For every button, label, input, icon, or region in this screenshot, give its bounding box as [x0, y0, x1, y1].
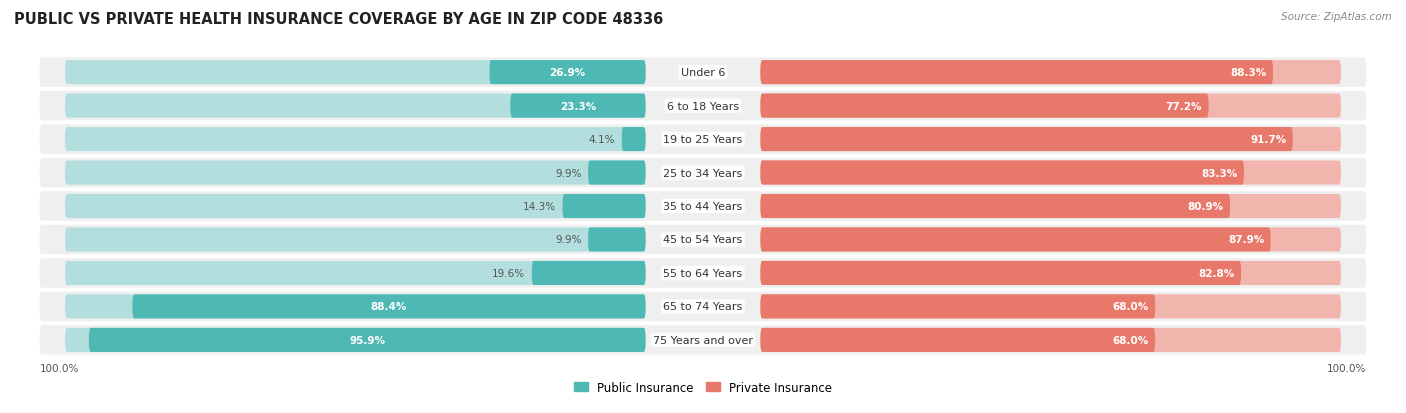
FancyBboxPatch shape — [562, 195, 645, 218]
FancyBboxPatch shape — [621, 128, 645, 152]
Text: 68.0%: 68.0% — [1112, 301, 1149, 312]
FancyBboxPatch shape — [761, 294, 1341, 319]
FancyBboxPatch shape — [761, 128, 1341, 152]
FancyBboxPatch shape — [65, 328, 645, 352]
Text: 4.1%: 4.1% — [589, 135, 616, 145]
Text: 100.0%: 100.0% — [39, 363, 79, 373]
FancyBboxPatch shape — [39, 225, 1367, 254]
FancyBboxPatch shape — [588, 161, 645, 185]
Text: 6 to 18 Years: 6 to 18 Years — [666, 101, 740, 112]
FancyBboxPatch shape — [761, 128, 1292, 152]
FancyBboxPatch shape — [761, 161, 1244, 185]
FancyBboxPatch shape — [761, 228, 1341, 252]
FancyBboxPatch shape — [39, 92, 1367, 121]
FancyBboxPatch shape — [761, 61, 1341, 85]
FancyBboxPatch shape — [761, 94, 1341, 119]
Text: 91.7%: 91.7% — [1250, 135, 1286, 145]
Text: 77.2%: 77.2% — [1166, 101, 1202, 112]
Text: Source: ZipAtlas.com: Source: ZipAtlas.com — [1281, 12, 1392, 22]
Text: 82.8%: 82.8% — [1198, 268, 1234, 278]
FancyBboxPatch shape — [761, 61, 1272, 85]
Text: 55 to 64 Years: 55 to 64 Years — [664, 268, 742, 278]
FancyBboxPatch shape — [65, 195, 645, 218]
Text: 88.4%: 88.4% — [371, 301, 408, 312]
Text: 88.3%: 88.3% — [1230, 68, 1267, 78]
FancyBboxPatch shape — [39, 325, 1367, 355]
FancyBboxPatch shape — [531, 261, 645, 285]
FancyBboxPatch shape — [39, 125, 1367, 154]
FancyBboxPatch shape — [761, 161, 1341, 185]
FancyBboxPatch shape — [588, 228, 645, 252]
FancyBboxPatch shape — [39, 259, 1367, 288]
Legend: Public Insurance, Private Insurance: Public Insurance, Private Insurance — [569, 376, 837, 399]
Text: 80.9%: 80.9% — [1188, 202, 1223, 211]
FancyBboxPatch shape — [761, 94, 1209, 119]
FancyBboxPatch shape — [65, 294, 645, 319]
FancyBboxPatch shape — [761, 328, 1156, 352]
FancyBboxPatch shape — [65, 228, 645, 252]
Text: 68.0%: 68.0% — [1112, 335, 1149, 345]
FancyBboxPatch shape — [761, 294, 1156, 319]
Text: 87.9%: 87.9% — [1227, 235, 1264, 245]
Text: 100.0%: 100.0% — [1327, 363, 1367, 373]
Text: 14.3%: 14.3% — [523, 202, 557, 211]
FancyBboxPatch shape — [761, 228, 1271, 252]
FancyBboxPatch shape — [510, 94, 645, 119]
FancyBboxPatch shape — [65, 94, 645, 119]
FancyBboxPatch shape — [65, 261, 645, 285]
FancyBboxPatch shape — [761, 261, 1241, 285]
FancyBboxPatch shape — [39, 58, 1367, 88]
Text: 23.3%: 23.3% — [560, 101, 596, 112]
Text: Under 6: Under 6 — [681, 68, 725, 78]
Text: 83.3%: 83.3% — [1201, 168, 1237, 178]
Text: 9.9%: 9.9% — [555, 235, 582, 245]
Text: 19.6%: 19.6% — [492, 268, 526, 278]
FancyBboxPatch shape — [761, 328, 1341, 352]
FancyBboxPatch shape — [39, 159, 1367, 188]
Text: 26.9%: 26.9% — [550, 68, 585, 78]
Text: 25 to 34 Years: 25 to 34 Years — [664, 168, 742, 178]
FancyBboxPatch shape — [89, 328, 645, 352]
Text: 35 to 44 Years: 35 to 44 Years — [664, 202, 742, 211]
Text: 45 to 54 Years: 45 to 54 Years — [664, 235, 742, 245]
Text: 9.9%: 9.9% — [555, 168, 582, 178]
Text: 75 Years and over: 75 Years and over — [652, 335, 754, 345]
FancyBboxPatch shape — [65, 61, 645, 85]
FancyBboxPatch shape — [489, 61, 645, 85]
FancyBboxPatch shape — [761, 261, 1341, 285]
FancyBboxPatch shape — [39, 292, 1367, 321]
FancyBboxPatch shape — [761, 195, 1230, 218]
Text: 65 to 74 Years: 65 to 74 Years — [664, 301, 742, 312]
FancyBboxPatch shape — [39, 192, 1367, 221]
Text: PUBLIC VS PRIVATE HEALTH INSURANCE COVERAGE BY AGE IN ZIP CODE 48336: PUBLIC VS PRIVATE HEALTH INSURANCE COVER… — [14, 12, 664, 27]
FancyBboxPatch shape — [65, 128, 645, 152]
FancyBboxPatch shape — [65, 161, 645, 185]
Text: 95.9%: 95.9% — [349, 335, 385, 345]
FancyBboxPatch shape — [132, 294, 645, 319]
FancyBboxPatch shape — [761, 195, 1341, 218]
Text: 19 to 25 Years: 19 to 25 Years — [664, 135, 742, 145]
